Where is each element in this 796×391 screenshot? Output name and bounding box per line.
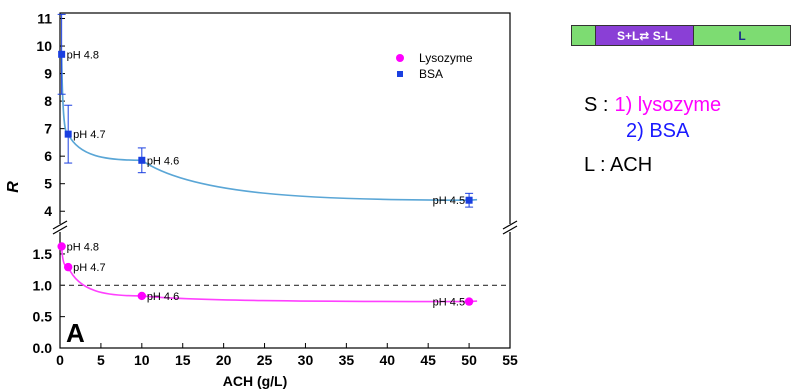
lysozyme-ph-label: pH 4.7: [73, 262, 105, 274]
legend-marker-lysozyme: [396, 54, 404, 62]
bsa-ph-label: pH 4.8: [67, 49, 99, 61]
break-mark-right-a: [502, 220, 518, 230]
bar-left-segment: [572, 26, 596, 45]
x-tick-label: 50: [461, 352, 477, 368]
x-tick-label: 20: [216, 352, 232, 368]
legend-label-bsa: BSA: [419, 67, 443, 81]
x-tick-label: 15: [175, 352, 191, 368]
lysozyme-fit-curve: [60, 246, 470, 303]
y-tick-label-upper: 9: [44, 66, 52, 82]
y-tick-label-lower: 0.5: [33, 309, 53, 325]
bsa-point: [64, 130, 72, 138]
x-tick-label: 35: [339, 352, 355, 368]
bsa-point: [138, 156, 146, 164]
substrate-prefix: S :: [584, 94, 609, 116]
bsa-ph-label: pH 4.5: [433, 195, 465, 207]
x-tick-label: 0: [56, 352, 64, 368]
x-tick-label: 40: [379, 352, 395, 368]
substrate-bsa: 2) BSA: [626, 120, 690, 142]
substrate-lysozyme: 1) lysozyme: [614, 94, 722, 116]
break-mark-left-a: [52, 220, 68, 230]
y-tick-label-lower: 0.0: [33, 340, 53, 356]
chart-plot: 0 5 10 15 20 25 30 35 40 45 50 5545678910110.00.51.…: [5, 11, 518, 389]
bsa-ph-label: pH 4.7: [73, 129, 105, 141]
lysozyme-ph-label: pH 4.5: [433, 297, 465, 309]
equilibrium-bar: S+L⇄ S-L L: [571, 25, 791, 46]
y-tick-label-upper: 7: [44, 121, 52, 137]
x-tick-label: 55: [502, 352, 518, 368]
y-tick-label-upper: 11: [37, 11, 52, 27]
lysozyme-point: [464, 297, 474, 306]
break-mark-right-b: [502, 225, 518, 235]
bsa-ph-label: pH 4.6: [147, 155, 179, 167]
y-tick-label-upper: 5: [44, 176, 52, 192]
bsa-point: [465, 196, 473, 204]
x-tick-label: 10: [134, 352, 150, 368]
x-tick-label: 45: [420, 352, 436, 368]
legend-marker-bsa: [397, 71, 403, 77]
bar-ligand-segment: L: [694, 26, 790, 45]
bsa-fit-curve: [60, 54, 470, 202]
x-tick-label: 25: [257, 352, 273, 368]
lysozyme-ph-label: pH 4.6: [147, 291, 179, 303]
ligand-line: L : ACH: [584, 154, 653, 176]
y-tick-label-upper: 6: [44, 148, 52, 164]
plot-frame: [59, 12, 511, 349]
x-tick-label: 5: [97, 352, 105, 368]
bar-complex-segment: S+L⇄ S-L: [596, 26, 694, 45]
y-axis-title: R: [5, 181, 22, 193]
lysozyme-point: [137, 291, 147, 301]
y-tick-label-upper: 4: [44, 203, 52, 219]
y-tick-label-upper: 8: [44, 93, 52, 109]
substrate-line: S :1) lysozyme: [584, 92, 721, 118]
lysozyme-point: [63, 262, 73, 272]
break-gap-left: [52, 224, 68, 232]
bsa-point: [58, 50, 66, 58]
break-gap-right: [502, 224, 518, 232]
y-tick-label-lower: 1.0: [33, 277, 53, 293]
y-tick-label-lower: 1.5: [33, 246, 53, 262]
x-tick-label: 30: [298, 352, 314, 368]
legend-label-lysozyme: Lysozyme: [419, 51, 473, 65]
panel-label: A: [66, 318, 85, 348]
lysozyme-ph-label: pH 4.8: [67, 241, 99, 253]
break-mark-left-b: [52, 225, 68, 235]
y-tick-label-upper: 10: [36, 38, 52, 54]
lysozyme-point: [57, 242, 66, 251]
x-axis-title: ACH (g/L): [223, 373, 288, 389]
